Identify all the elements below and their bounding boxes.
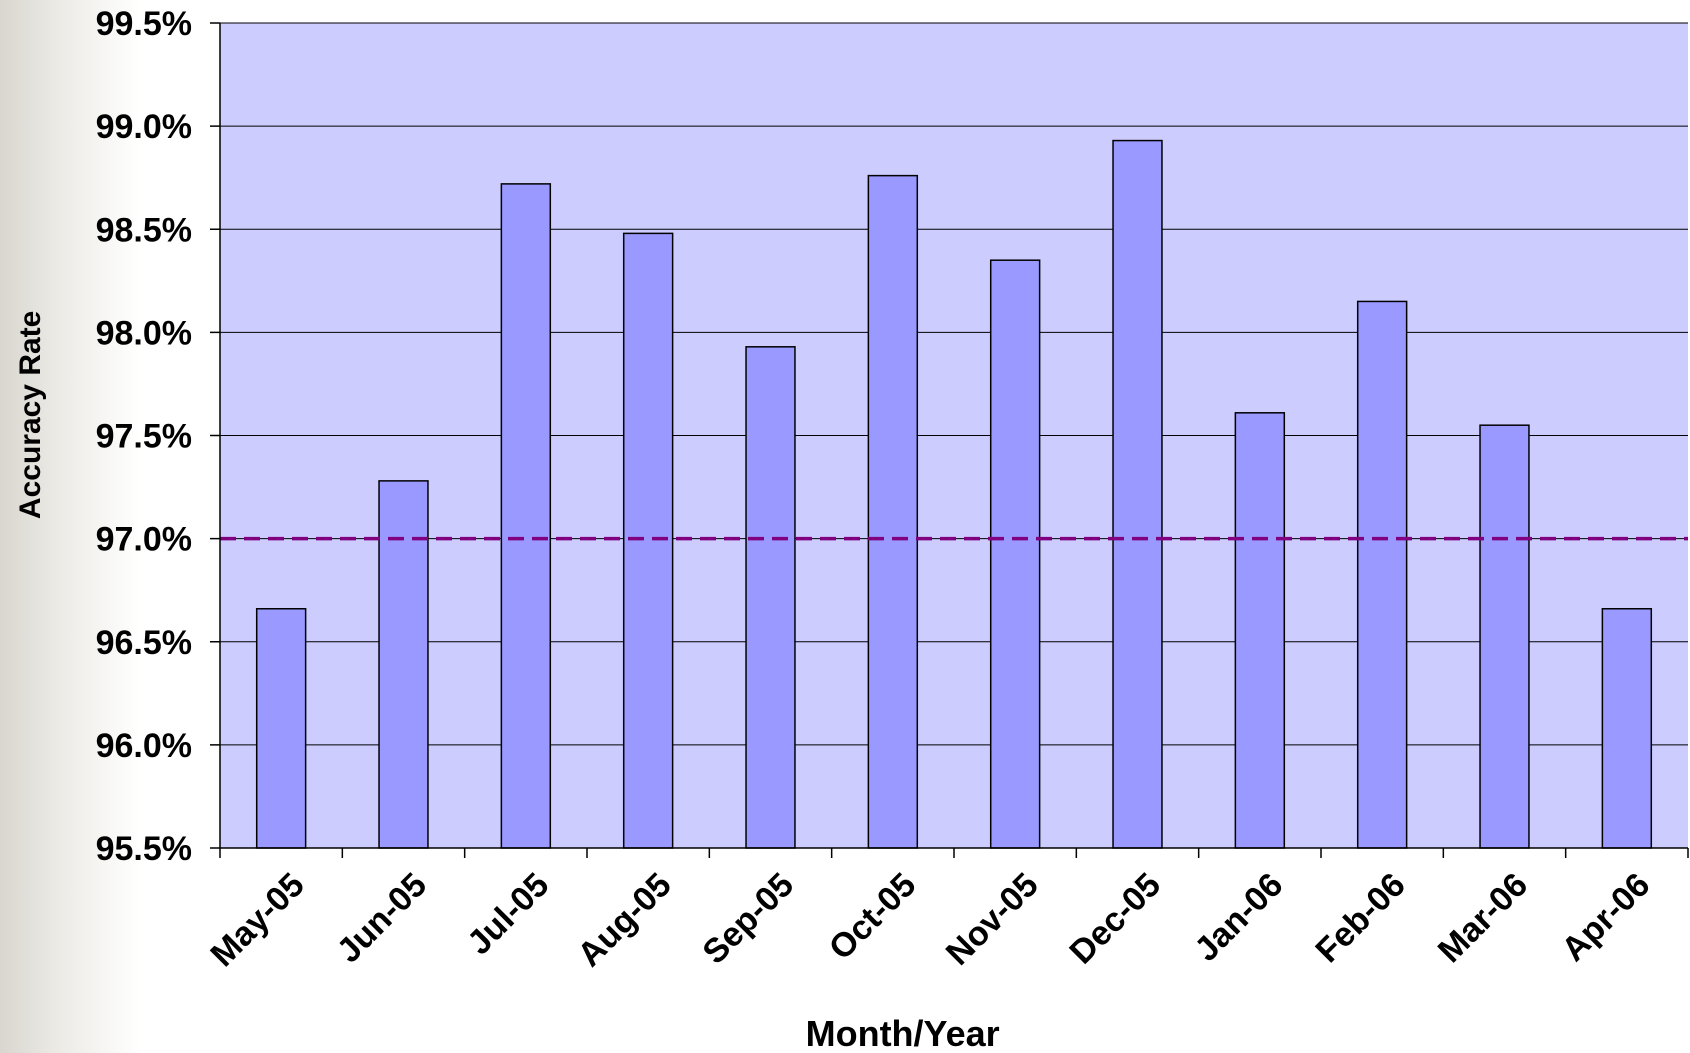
bar — [255, 608, 307, 849]
bar — [378, 480, 429, 849]
bar — [1356, 300, 1408, 849]
x-tick-label: Nov-05 — [939, 866, 1046, 973]
bar — [867, 174, 919, 849]
x-tick-label: Aug-05 — [570, 866, 678, 974]
x-tick-label: Feb-06 — [1308, 866, 1412, 970]
bar — [989, 259, 1041, 849]
x-tick-label: May-05 — [203, 866, 311, 974]
y-tick-label: 96.0% — [96, 727, 192, 765]
y-axis-tick-labels: 95.5% 96.0% 96.5% 97.0% 97.5% 98.0% 98.5% 99.0%… — [96, 5, 192, 868]
y-tick-label: 99.0% — [96, 108, 192, 146]
y-tick-label: 98.0% — [96, 314, 192, 352]
bar — [500, 183, 552, 849]
axes — [210, 22, 1689, 858]
x-tick-label: Oct-05 — [822, 866, 924, 968]
x-tick-label: Mar-06 — [1431, 866, 1535, 970]
x-tick-label: Apr-06 — [1554, 866, 1657, 969]
x-axis-title: Month/Year — [806, 1013, 1000, 1053]
bars — [255, 139, 1653, 849]
y-tick-label: 95.5% — [96, 830, 192, 868]
bar — [1112, 139, 1163, 849]
y-tick-label: 98.5% — [96, 211, 192, 249]
y-tick-label: 97.5% — [96, 418, 192, 456]
x-axis-tick-labels: May-05 Jun-05 Jul-05 Aug-05 Sep-05 Oct-05 Nov-… — [203, 866, 1657, 974]
x-tick-label: Dec-05 — [1062, 866, 1168, 972]
y-axis-title: Accuracy Rate — [14, 311, 47, 519]
x-tick-label: Jan-06 — [1187, 866, 1290, 969]
bar — [1601, 608, 1653, 849]
x-tick-label: Jun-05 — [330, 866, 434, 970]
y-tick-label: 99.5% — [96, 5, 192, 43]
bar — [1479, 424, 1530, 849]
bar — [622, 232, 674, 849]
y-tick-label: 97.0% — [96, 521, 192, 559]
bar — [745, 346, 796, 849]
x-tick-label: Sep-05 — [695, 866, 801, 972]
x-tick-label: Jul-05 — [460, 866, 556, 962]
bar — [1234, 412, 1286, 849]
y-tick-label: 96.5% — [96, 624, 192, 662]
